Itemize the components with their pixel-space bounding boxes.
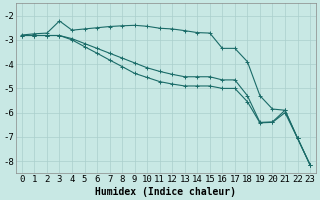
X-axis label: Humidex (Indice chaleur): Humidex (Indice chaleur) [95, 186, 236, 197]
